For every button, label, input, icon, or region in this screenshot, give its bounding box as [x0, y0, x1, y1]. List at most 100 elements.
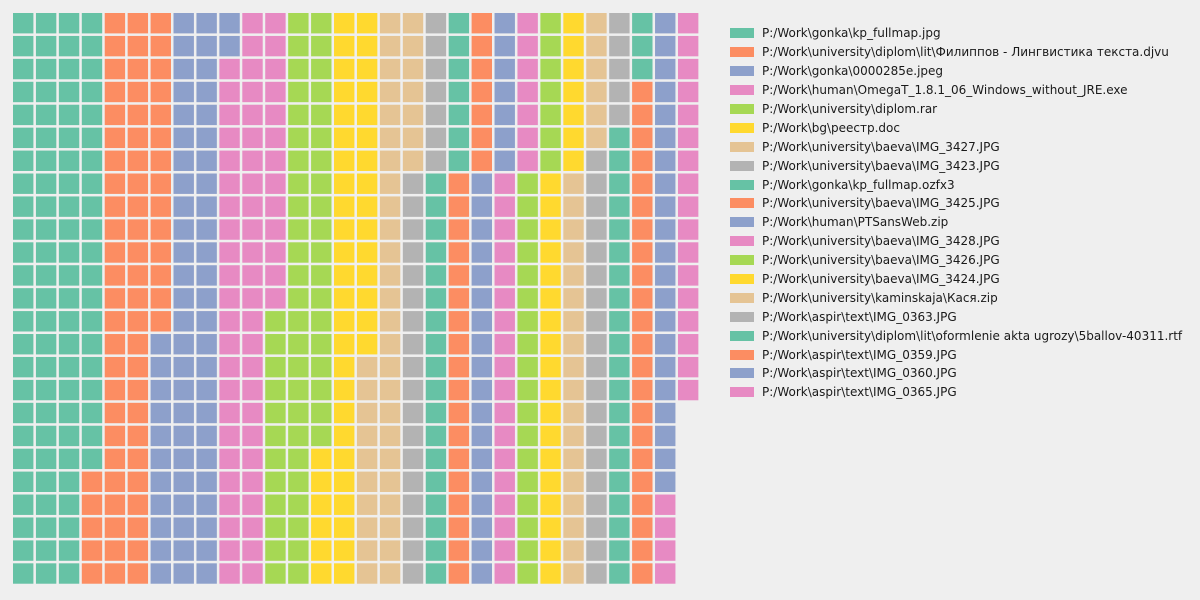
waffle-cell-series-2 [196, 219, 217, 240]
waffle-cell-series-3 [219, 242, 240, 263]
waffle-cell-series-16 [609, 150, 630, 171]
waffle-cell-series-7 [425, 13, 447, 34]
waffle-cell-series-4 [311, 35, 332, 57]
waffle-cell-series-13 [540, 173, 561, 194]
legend-item: P:/Work\human\PTSansWeb.zip [730, 213, 1182, 232]
waffle-cell-series-12 [517, 425, 538, 447]
waffle-cell-series-0 [13, 265, 34, 286]
waffle-cell-series-17 [632, 81, 653, 103]
waffle-cell-series-1 [150, 104, 171, 126]
waffle-cell-series-18 [655, 81, 676, 103]
waffle-cell-series-3 [219, 173, 240, 194]
waffle-cell-series-18 [655, 58, 676, 80]
waffle-cell-series-0 [58, 35, 80, 57]
waffle-cell-series-14 [563, 425, 584, 447]
waffle-cell-series-2 [196, 173, 217, 194]
waffle-cell-series-15 [586, 448, 607, 470]
waffle-cell-series-6 [356, 402, 378, 424]
waffle-cell-series-0 [13, 471, 34, 492]
waffle-cell-series-2 [196, 35, 217, 57]
waffle-cell-series-0 [13, 494, 34, 515]
waffle-cell-series-4 [288, 311, 309, 332]
legend-label: P:/Work\gonka\kp_fullmap.ozfx3 [762, 177, 955, 192]
waffle-cell-series-1 [127, 104, 149, 126]
waffle-cell-series-5 [356, 150, 378, 171]
waffle-cell-series-0 [81, 219, 103, 240]
waffle-cell-series-11 [494, 517, 515, 538]
waffle-cell-series-1 [127, 219, 149, 240]
waffle-cell-series-1 [81, 517, 103, 538]
waffle-cell-series-4 [311, 219, 332, 240]
legend-item: P:/Work\university\baeva\IMG_3425.JPG [730, 194, 1182, 213]
waffle-cell-series-1 [127, 242, 149, 263]
waffle-cell-series-5 [334, 356, 355, 378]
waffle-cell-series-0 [35, 540, 57, 561]
waffle-cell-series-9 [448, 471, 470, 492]
waffle-cell-series-11 [494, 288, 515, 309]
waffle-cell-series-3 [219, 356, 240, 378]
waffle-cell-series-2 [173, 265, 194, 286]
waffle-cell-series-1 [104, 471, 126, 492]
legend: P:/Work\gonka\kp_fullmap.jpg P:/Work\univ… [730, 24, 1182, 402]
waffle-cell-series-4 [288, 173, 309, 194]
waffle-cell-series-17 [632, 288, 653, 309]
waffle-cell-series-19 [655, 540, 676, 561]
waffle-cell-series-19 [677, 356, 699, 378]
waffle-cell-series-17 [632, 494, 653, 515]
waffle-cell-series-9 [448, 425, 470, 447]
waffle-cell-series-8 [448, 81, 470, 103]
waffle-cell-series-0 [81, 13, 103, 34]
waffle-cell-series-11 [517, 13, 538, 34]
waffle-cell-series-4 [288, 104, 309, 126]
waffle-cell-series-8 [425, 448, 447, 470]
waffle-cell-series-0 [58, 563, 80, 584]
waffle-cell-series-3 [242, 425, 263, 447]
legend-label: P:/Work\university\baeva\IMG_3427.JPG [762, 139, 1000, 154]
waffle-cell-series-1 [127, 540, 149, 561]
waffle-cell-series-8 [425, 402, 447, 424]
waffle-cell-series-0 [35, 13, 57, 34]
waffle-cell-series-4 [288, 196, 309, 217]
waffle-cell-series-7 [425, 81, 447, 103]
waffle-cell-series-7 [402, 517, 424, 538]
waffle-cell-series-0 [13, 379, 34, 401]
waffle-cell-series-6 [379, 104, 401, 126]
waffle-cell-series-3 [242, 448, 263, 470]
waffle-cell-series-16 [609, 173, 630, 194]
waffle-cell-series-6 [379, 13, 401, 34]
waffle-cell-series-15 [586, 196, 607, 217]
waffle-cell-series-16 [609, 425, 630, 447]
waffle-cell-series-0 [81, 379, 103, 401]
legend-swatch [730, 330, 754, 341]
waffle-cell-series-18 [655, 150, 676, 171]
waffle-cell-series-14 [586, 58, 607, 80]
waffle-cell-series-4 [265, 402, 286, 424]
waffle-cell-series-1 [104, 265, 126, 286]
waffle-cell-series-4 [311, 58, 332, 80]
legend-swatch [730, 160, 754, 171]
waffle-cell-series-18 [655, 104, 676, 126]
waffle-cell-series-3 [265, 242, 286, 263]
waffle-cell-series-19 [677, 81, 699, 103]
waffle-cell-series-1 [150, 150, 171, 171]
waffle-cell-series-14 [563, 173, 584, 194]
waffle-cell-series-4 [288, 81, 309, 103]
waffle-cell-series-13 [540, 356, 561, 378]
waffle-cell-series-1 [150, 196, 171, 217]
legend-item: P:/Work\university\kaminskaja\Кася.zip [730, 288, 1182, 307]
legend-item: P:/Work\gonka\kp_fullmap.jpg [730, 24, 1182, 43]
waffle-cell-series-14 [563, 288, 584, 309]
waffle-cell-series-1 [127, 265, 149, 286]
waffle-cell-series-6 [379, 425, 401, 447]
waffle-cell-series-12 [517, 173, 538, 194]
waffle-cell-series-10 [471, 540, 492, 561]
legend-item: P:/Work\aspir\text\IMG_0365.JPG [730, 383, 1182, 402]
waffle-cell-series-18 [655, 448, 676, 470]
legend-label: P:/Work\university\kaminskaja\Кася.zip [762, 290, 998, 305]
waffle-cell-series-9 [448, 356, 470, 378]
waffle-cell-series-2 [173, 540, 194, 561]
waffle-cell-series-3 [219, 334, 240, 355]
legend-label: P:/Work\university\diplom.rar [762, 102, 938, 116]
waffle-cell-series-1 [104, 311, 126, 332]
waffle-cell-series-8 [425, 196, 447, 217]
